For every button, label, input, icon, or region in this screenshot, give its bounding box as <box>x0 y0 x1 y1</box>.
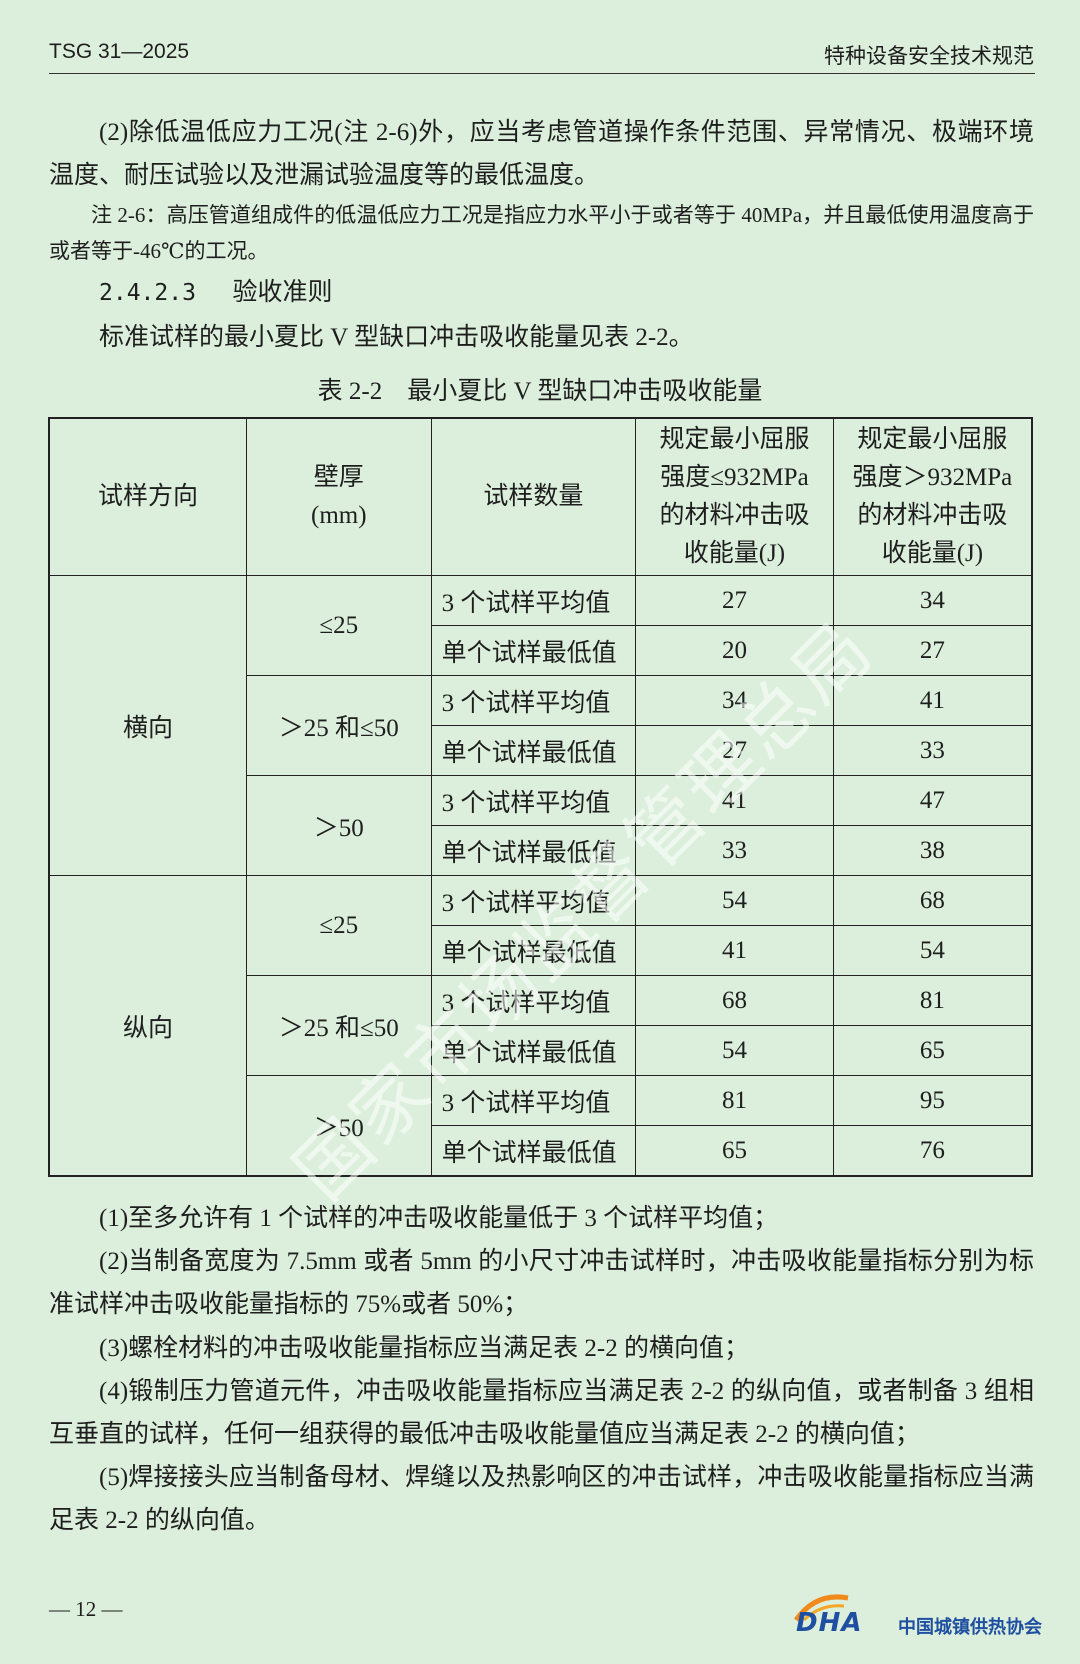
thickness-cell: ≤25 <box>245 875 432 976</box>
section-heading: 2.4.2.3 验收准则 <box>49 271 1034 315</box>
table-row: 纵向 ≤25 3 个试样平均值 54 68 <box>48 875 1033 1177</box>
table-row: 单个试样最低值 41 54 <box>49 925 1033 976</box>
value-cell: 76 <box>832 1125 1033 1177</box>
sample-cell: 3 个试样平均值 <box>430 875 637 926</box>
table-row: 单个试样最低值 33 38 <box>49 825 1033 876</box>
note-item: (1)至多允许有 1 个试样的冲击吸收能量低于 3 个试样平均值； <box>99 1205 779 1232</box>
logo-arc <box>802 1604 845 1622</box>
thickness-cell: ＞50 <box>245 775 432 876</box>
logo-icon <box>793 1594 849 1622</box>
thickness-cell: ＞25 和≤50 <box>245 975 432 1076</box>
value-cell: 33 <box>635 825 834 876</box>
logo-arc <box>793 1594 849 1622</box>
table-body: 横向 ≤25 3 个试样平均值 27 34 单个试样最低值 20 27 ＞25 和≤50 3 个试… <box>48 575 1033 1177</box>
table-caption: 表 2-2 最小夏比 V 型缺口冲击吸收能量 <box>317 378 763 405</box>
sample-cell: 3 个试样平均值 <box>430 775 637 826</box>
value-cell: 65 <box>635 1125 834 1177</box>
value-cell: 54 <box>635 875 834 926</box>
header-cell: 试样数量 <box>430 417 637 576</box>
value-cell: 27 <box>832 625 1033 676</box>
value-cell: 68 <box>832 875 1033 926</box>
value-cell: 38 <box>832 825 1033 876</box>
sample-cell: 单个试样最低值 <box>430 825 637 876</box>
note-item: (2)当制备宽度为 7.5mm 或者 5mm 的小尺寸冲击试样时，冲击吸收能量指… <box>49 1248 1034 1318</box>
value-cell: 54 <box>635 1025 834 1076</box>
sample-cell: 单个试样最低值 <box>430 625 637 676</box>
page-number: — 12 — <box>49 1597 123 1621</box>
header-rule <box>49 73 1035 74</box>
header-row: 试样方向 壁厚 (mm) 试样数量 规定最小屈服 强度≤932MPa 的材料冲击吸 收… <box>48 417 1033 576</box>
value-cell: 34 <box>832 575 1033 626</box>
note-item: (4)锻制压力管道元件，冲击吸收能量指标应当满足表 2-2 的纵向值，或者制备 … <box>49 1378 1034 1448</box>
value-cell: 81 <box>832 975 1033 1026</box>
note-item: (5)焊接接头应当制备母材、焊缝以及热影响区的冲击试样，冲击吸收能量指标应当满足… <box>49 1464 1034 1534</box>
sample-cell: 3 个试样平均值 <box>430 975 637 1026</box>
value-cell: 65 <box>832 1025 1033 1076</box>
logo-mark: DHA <box>796 1608 863 1638</box>
sample-cell: 3 个试样平均值 <box>430 1075 637 1126</box>
value-cell: 95 <box>832 1075 1033 1126</box>
table-row: 横向 ≤25 3 个试样平均值 27 34 <box>48 575 1033 876</box>
value-cell: 20 <box>635 625 834 676</box>
section-number: 2.4.2.3 <box>99 280 196 306</box>
organization: 中国城镇供热协会 <box>898 1617 1042 1638</box>
table-row: 单个试样最低值 65 76 <box>49 1125 1033 1177</box>
header-right: 特种设备安全技术规范 <box>824 45 1034 68</box>
value-cell: 27 <box>635 575 834 626</box>
paragraph: 标准试样的最小夏比 V 型缺口冲击吸收能量见表 2-2。 <box>99 324 694 351</box>
table-row: ＞25 和≤50 3 个试样平均值 68 81 <box>49 975 1033 1076</box>
value-cell: 54 <box>832 925 1033 976</box>
section-title: 验收准则 <box>232 279 333 306</box>
value-cell: 81 <box>635 1075 834 1126</box>
note: 注 2-6：高压管道组成件的低温低应力工况是指应力水平小于或者等于 40MPa，… <box>49 203 1034 263</box>
value-cell: 33 <box>832 725 1033 776</box>
table-head: 试样方向 壁厚 (mm) 试样数量 规定最小屈服 强度≤932MPa 的材料冲击吸 收… <box>48 417 1033 576</box>
data-table: 试样方向 壁厚 (mm) 试样数量 规定最小屈服 强度≤932MPa 的材料冲击吸 收… <box>48 417 1033 1177</box>
table-row: 单个试样最低值 20 27 <box>49 625 1033 676</box>
thickness-cell: ＞50 <box>245 1075 432 1177</box>
header-cell: 规定最小屈服 强度＞932MPa 的材料冲击吸 收能量(J) <box>832 417 1033 576</box>
direction-cell: 横向 <box>48 575 247 876</box>
value-cell: 68 <box>635 975 834 1026</box>
header-cell: 壁厚 (mm) <box>245 417 432 576</box>
value-cell: 27 <box>635 725 834 776</box>
value-cell: 41 <box>635 775 834 826</box>
paragraph: (2)除低温低应力工况(注 2-6)外，应当考虑管道操作条件范围、异常情况、极端… <box>49 119 1034 189</box>
value-cell: 47 <box>832 775 1033 826</box>
sample-cell: 单个试样最低值 <box>430 1125 637 1177</box>
table-row: ＞50 3 个试样平均值 41 47 <box>49 775 1033 876</box>
table-row: ＞50 3 个试样平均值 81 95 <box>49 1075 1033 1177</box>
header-cell: 试样方向 <box>48 417 247 576</box>
thickness-cell: ＞25 和≤50 <box>245 675 432 776</box>
value-cell: 41 <box>832 675 1033 726</box>
sample-cell: 单个试样最低值 <box>430 725 637 776</box>
sample-cell: 3 个试样平均值 <box>430 675 637 726</box>
header-cell: 规定最小屈服 强度≤932MPa 的材料冲击吸 收能量(J) <box>635 417 834 576</box>
direction-cell: 纵向 <box>48 875 247 1177</box>
table-row: 单个试样最低值 54 65 <box>49 1025 1033 1076</box>
value-cell: 34 <box>635 675 834 726</box>
value-cell: 41 <box>635 925 834 976</box>
sample-cell: 单个试样最低值 <box>430 1025 637 1076</box>
header-left: TSG 31—2025 <box>49 40 190 63</box>
sample-cell: 单个试样最低值 <box>430 925 637 976</box>
thickness-cell: ≤25 <box>245 575 432 676</box>
sample-cell: 3 个试样平均值 <box>430 575 637 626</box>
table-row: 单个试样最低值 27 33 <box>49 725 1033 776</box>
note-item: (3)螺栓材料的冲击吸收能量指标应当满足表 2-2 的横向值； <box>99 1335 749 1362</box>
